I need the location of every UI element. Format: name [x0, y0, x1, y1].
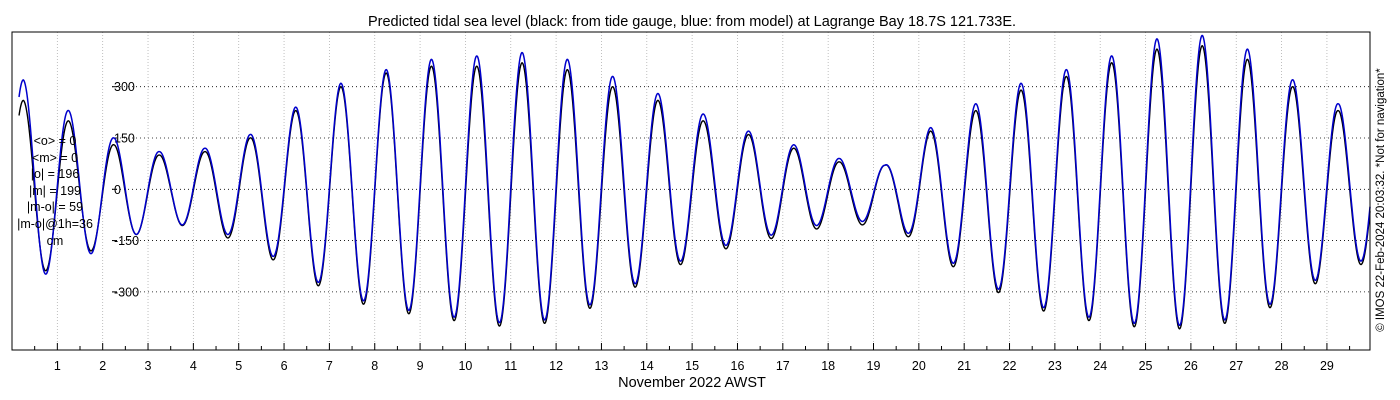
series-line-model	[18, 34, 1371, 327]
x-tick-label: 28	[1275, 359, 1289, 373]
y-tick-label: -300	[114, 285, 139, 299]
stat-abs-model: |m| = 199	[28, 183, 81, 198]
credit-text: © IMOS 22-Feb-2024 20:03:32. *Not for na…	[1375, 68, 1387, 332]
stats-panel: <o> = 0 <m> = 0 |o| = 196 |m| = 199 |m-o…	[0, 133, 110, 249]
x-tick-label: 27	[1229, 359, 1243, 373]
stat-abs-diff-1h: |m-o|@1h=36	[17, 216, 93, 231]
x-tick-label: 11	[504, 359, 517, 373]
x-tick-label: 7	[326, 359, 333, 373]
x-tick-label: 10	[458, 359, 472, 373]
x-tick-label: 8	[371, 359, 378, 373]
x-tick-label: 2	[99, 359, 106, 373]
stat-abs-diff: |m-o| = 59	[26, 200, 84, 215]
grid	[56, 32, 1370, 350]
x-tick-label: 1	[54, 359, 61, 373]
x-tick-label: 25	[1139, 359, 1153, 373]
x-tick-label: 26	[1184, 359, 1198, 373]
x-tick-label: 5	[235, 359, 242, 373]
series-line-tide-gauge	[18, 45, 1371, 330]
x-tick-label: 19	[867, 359, 881, 373]
x-tick-label: 6	[281, 359, 288, 373]
x-tick-label: 16	[731, 359, 745, 373]
x-tick-label: 15	[685, 359, 699, 373]
x-tick-label: 9	[417, 359, 424, 373]
y-tick-label: 150	[114, 132, 135, 146]
x-tick-label: 3	[145, 359, 152, 373]
stat-units: cm	[46, 233, 64, 248]
stat-mean-observed: <o> = 0	[33, 134, 77, 148]
x-tick-label: 18	[821, 359, 835, 373]
x-tick-label: 14	[640, 359, 654, 373]
y-tick-label: 300	[114, 80, 135, 94]
x-tick-label: 4	[190, 359, 197, 373]
plot-frame	[11, 31, 1371, 351]
x-tick-label: 22	[1003, 359, 1017, 373]
x-tick-label: 20	[912, 359, 926, 373]
x-tick-label: 17	[776, 359, 790, 373]
chart-title: Predicted tidal sea level (black: from t…	[368, 14, 1016, 30]
x-tick-label: 23	[1048, 359, 1062, 373]
y-tick-label: -150	[114, 234, 139, 248]
stat-mean-model: <m> = 0	[31, 150, 79, 165]
y-tick-label: 0	[114, 183, 121, 197]
stat-abs-observed: |o| = 196	[30, 167, 80, 182]
series-group	[18, 34, 1371, 330]
x-tick-label: 29	[1320, 359, 1334, 373]
x-tick-label: 12	[549, 359, 563, 373]
x-tick-label: 13	[594, 359, 608, 373]
x-tick-label: 24	[1093, 359, 1107, 373]
x-tick-label: 21	[957, 359, 971, 373]
x-axis-label: November 2022 AWST	[618, 375, 766, 391]
